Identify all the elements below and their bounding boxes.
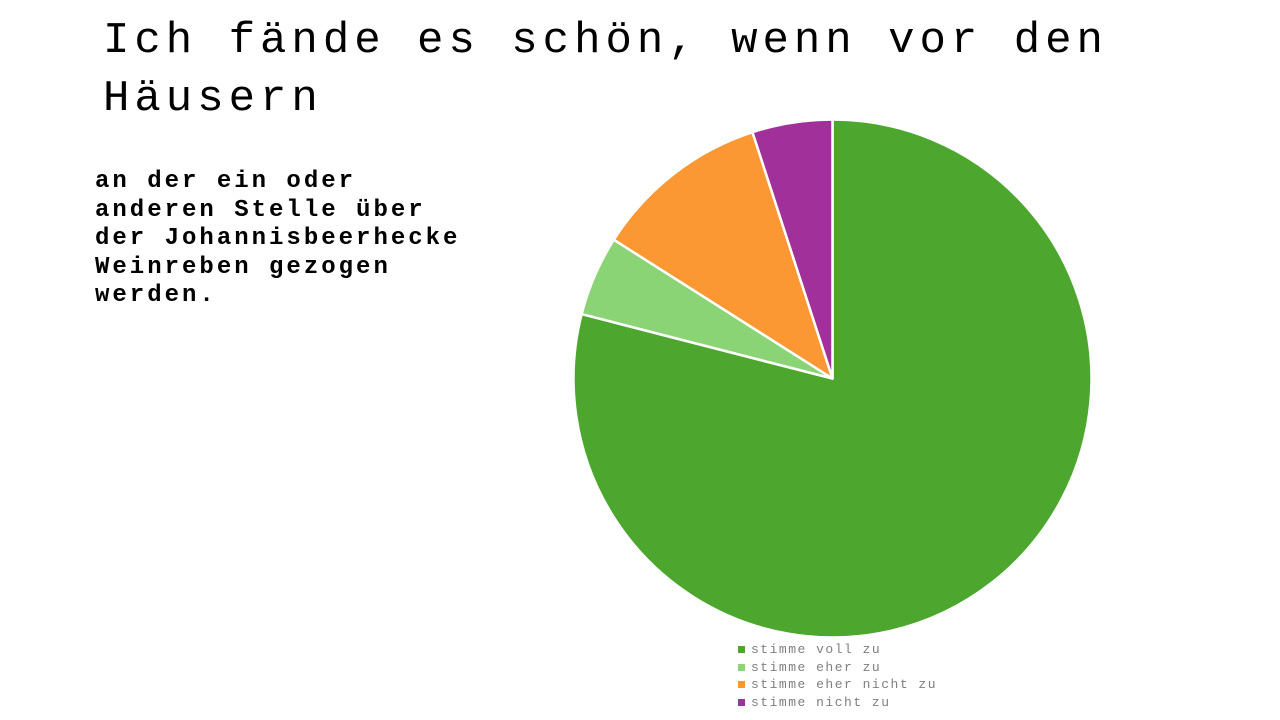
legend-item: stimme nicht zu [738, 694, 937, 712]
pie-slice-4 [751, 118, 834, 380]
legend-swatch-icon [738, 681, 745, 689]
legend-label: stimme eher nicht zu [751, 677, 938, 693]
pie-chart [570, 116, 1095, 641]
legend-item: stimme eher nicht zu [738, 676, 937, 694]
legend-label: stimme voll zu [751, 642, 882, 658]
slide-body-text: an der ein oder anderen Stelle über der … [95, 168, 461, 309]
pie-slice-1 [572, 118, 1093, 639]
pie-slice-3 [612, 130, 834, 380]
legend-swatch-icon [738, 698, 745, 706]
legend-swatch-icon [738, 663, 745, 671]
legend-item: stimme eher zu [738, 659, 937, 677]
legend-label: stimme eher zu [751, 659, 882, 675]
legend-label: stimme nicht zu [751, 694, 891, 710]
chart-legend: stimme voll zu stimme eher zu stimme eher … [738, 641, 937, 711]
slide-title: Ich fände es schön, wenn vor den Häusern [103, 16, 1108, 124]
legend-item: stimme voll zu [738, 641, 937, 659]
legend-swatch-icon [738, 646, 745, 654]
pie-chart-svg [572, 118, 1093, 639]
